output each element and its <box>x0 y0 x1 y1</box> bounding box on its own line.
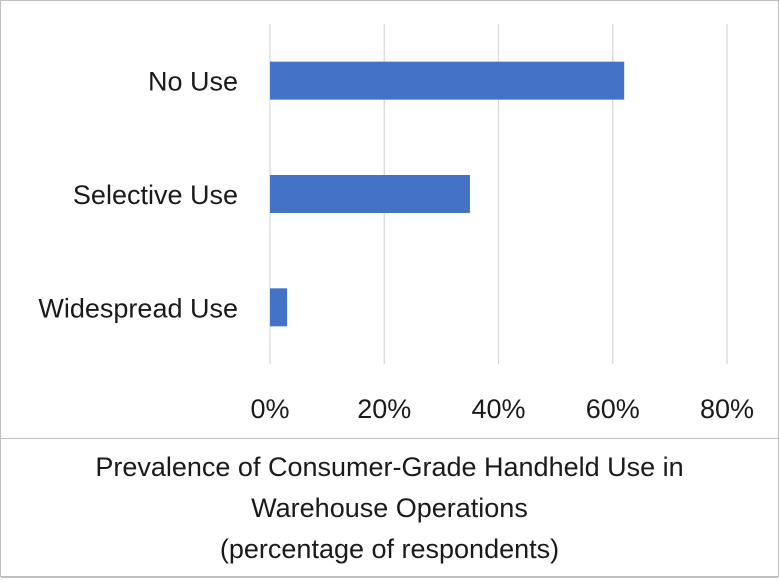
x-tick-label: 80% <box>700 394 754 424</box>
category-label: Widespread Use <box>38 293 238 323</box>
x-tick-label: 40% <box>471 394 525 424</box>
chart-caption-box: Prevalence of Consumer-Grade Handheld Us… <box>1 438 778 578</box>
caption-line-1: Prevalence of Consumer-Grade Handheld Us… <box>95 451 684 482</box>
category-label: No Use <box>148 67 238 97</box>
chart-caption: Prevalence of Consumer-Grade Handheld Us… <box>30 447 750 570</box>
x-tick-label: 0% <box>250 394 289 424</box>
bar <box>270 61 625 100</box>
x-tick-label: 20% <box>357 394 411 424</box>
bar <box>270 175 470 213</box>
bar <box>270 288 288 327</box>
caption-line-2: Warehouse Operations <box>251 492 528 523</box>
x-tick-label: 60% <box>586 394 640 424</box>
category-label: Selective Use <box>73 180 238 210</box>
caption-line-3: (percentage of respondents) <box>219 533 560 564</box>
bar-chart: 0% 20% 40% 60% 80% No Use Selective Use Widespr… <box>38 24 754 424</box>
